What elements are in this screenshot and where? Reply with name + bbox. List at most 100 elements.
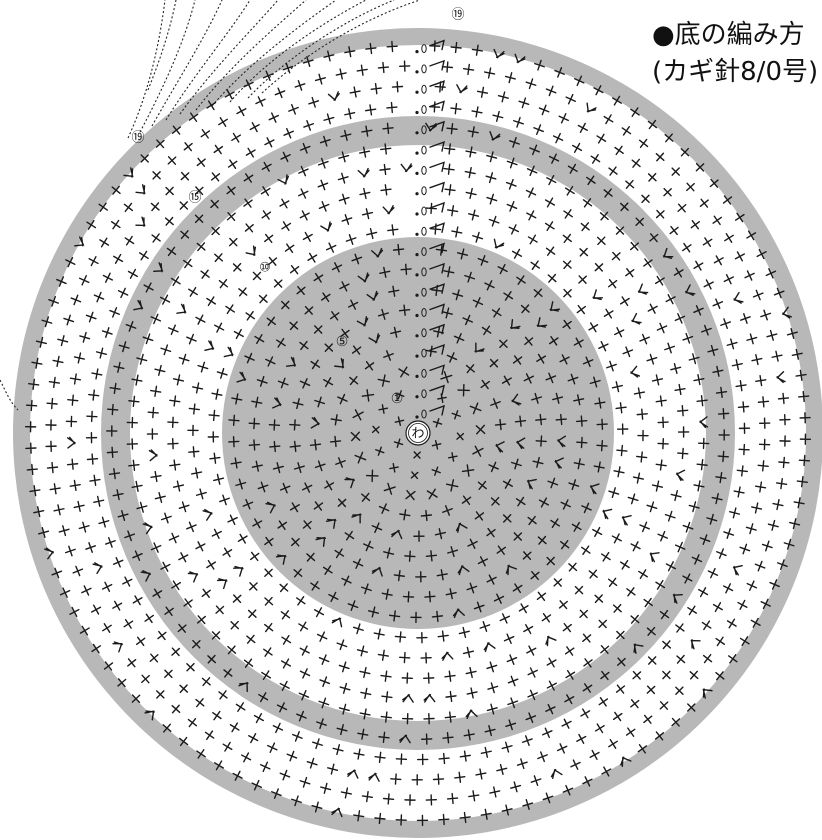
strand-line: [151, 0, 223, 127]
single-crochet-mark: [501, 741, 513, 753]
single-crochet-mark: [674, 383, 686, 396]
chain-mark: [421, 267, 427, 277]
single-crochet-mark: [715, 471, 727, 484]
single-crochet-mark: [471, 106, 483, 118]
single-crochet-mark: [59, 587, 71, 598]
single-crochet-mark: [488, 215, 500, 227]
single-crochet-mark: [596, 133, 607, 144]
single-crochet-mark: [432, 418, 443, 428]
single-crochet-mark: [499, 339, 508, 349]
single-crochet-mark: [349, 376, 359, 386]
single-crochet-mark: [243, 658, 254, 668]
single-crochet-mark: [734, 251, 745, 262]
single-crochet-mark: [269, 440, 281, 453]
single-crochet-mark: [377, 61, 390, 74]
single-crochet-mark: [276, 702, 288, 713]
increase-mark: [202, 508, 213, 521]
single-crochet-mark: [196, 157, 206, 167]
single-crochet-mark: [619, 559, 630, 570]
increase-mark: [514, 53, 526, 64]
single-crochet-mark: [443, 266, 455, 278]
single-crochet-mark: [91, 643, 102, 654]
single-crochet-mark: [240, 752, 252, 763]
single-crochet-mark: [799, 412, 811, 424]
increase-mark: [633, 643, 644, 654]
chain-mark: [421, 186, 427, 196]
single-crochet-mark: [249, 121, 260, 133]
single-crochet-mark: [674, 313, 686, 324]
single-crochet-mark: [598, 340, 609, 352]
single-crochet-mark: [46, 461, 59, 474]
single-crochet-mark: [502, 514, 512, 523]
single-crochet-mark: [232, 262, 242, 272]
single-crochet-mark: [720, 318, 732, 330]
single-crochet-mark: [416, 814, 429, 827]
single-crochet-mark: [261, 670, 272, 681]
single-crochet-mark: [242, 498, 254, 510]
single-crochet-mark: [594, 723, 605, 734]
single-crochet-mark: [493, 593, 505, 604]
single-crochet-mark: [279, 769, 291, 781]
single-crochet-mark: [576, 304, 586, 315]
single-crochet-mark: [729, 507, 741, 519]
single-crochet-mark: [313, 607, 325, 618]
single-crochet-mark: [388, 610, 401, 622]
single-crochet-mark: [79, 331, 91, 343]
single-crochet-mark: [677, 203, 687, 213]
increase-mark: [592, 289, 604, 301]
single-crochet-mark: [383, 482, 396, 495]
single-crochet-mark: [299, 210, 310, 221]
slip-stitch-mark: [415, 313, 419, 318]
single-crochet-mark: [294, 79, 306, 91]
single-crochet-mark: [112, 489, 124, 501]
strand-line: [139, 0, 196, 133]
single-crochet-mark: [702, 653, 713, 664]
single-crochet-mark: [183, 598, 193, 608]
single-crochet-mark: [73, 500, 85, 512]
single-crochet-mark: [159, 294, 171, 305]
single-crochet-mark: [41, 316, 53, 328]
single-crochet-mark: [310, 581, 320, 591]
single-crochet-mark: [319, 135, 331, 147]
single-crochet-mark: [636, 408, 648, 420]
single-crochet-mark: [462, 314, 473, 326]
single-crochet-mark: [211, 631, 221, 640]
increase-mark: [483, 642, 496, 653]
single-crochet-mark: [127, 658, 137, 668]
increase-mark: [382, 205, 395, 215]
single-crochet-mark: [677, 405, 689, 417]
single-crochet-mark: [631, 158, 641, 168]
single-crochet-mark: [195, 314, 206, 325]
strand-line: [0, 379, 19, 411]
single-crochet-mark: [580, 545, 591, 556]
round-number-label: ⑲: [131, 131, 144, 146]
single-crochet-mark: [779, 414, 791, 426]
single-crochet-mark: [86, 219, 97, 230]
single-crochet-mark: [513, 116, 524, 128]
increase-mark: [429, 323, 445, 335]
single-crochet-mark: [390, 773, 402, 785]
single-crochet-mark: [545, 703, 556, 715]
single-crochet-mark: [594, 397, 606, 409]
single-crochet-mark: [568, 479, 580, 491]
single-crochet-mark: [614, 327, 625, 338]
single-crochet-mark: [655, 152, 665, 162]
single-crochet-mark: [102, 272, 114, 283]
single-crochet-mark: [614, 145, 624, 156]
single-crochet-mark: [474, 511, 485, 521]
single-crochet-mark: [323, 113, 335, 125]
slip-stitch-mark: [415, 354, 419, 358]
single-crochet-mark: [248, 417, 260, 430]
increase-mark: [66, 436, 77, 449]
single-crochet-mark: [279, 482, 291, 494]
increase-mark: [371, 566, 383, 577]
single-crochet-mark: [317, 179, 329, 191]
single-crochet-mark: [477, 480, 487, 490]
single-crochet-mark: [374, 751, 386, 763]
single-crochet-mark: [783, 538, 795, 550]
single-crochet-mark: [194, 214, 204, 224]
single-crochet-mark: [657, 530, 669, 542]
single-crochet-mark: [180, 171, 190, 181]
single-crochet-mark: [669, 225, 679, 236]
single-crochet-mark: [186, 521, 197, 533]
